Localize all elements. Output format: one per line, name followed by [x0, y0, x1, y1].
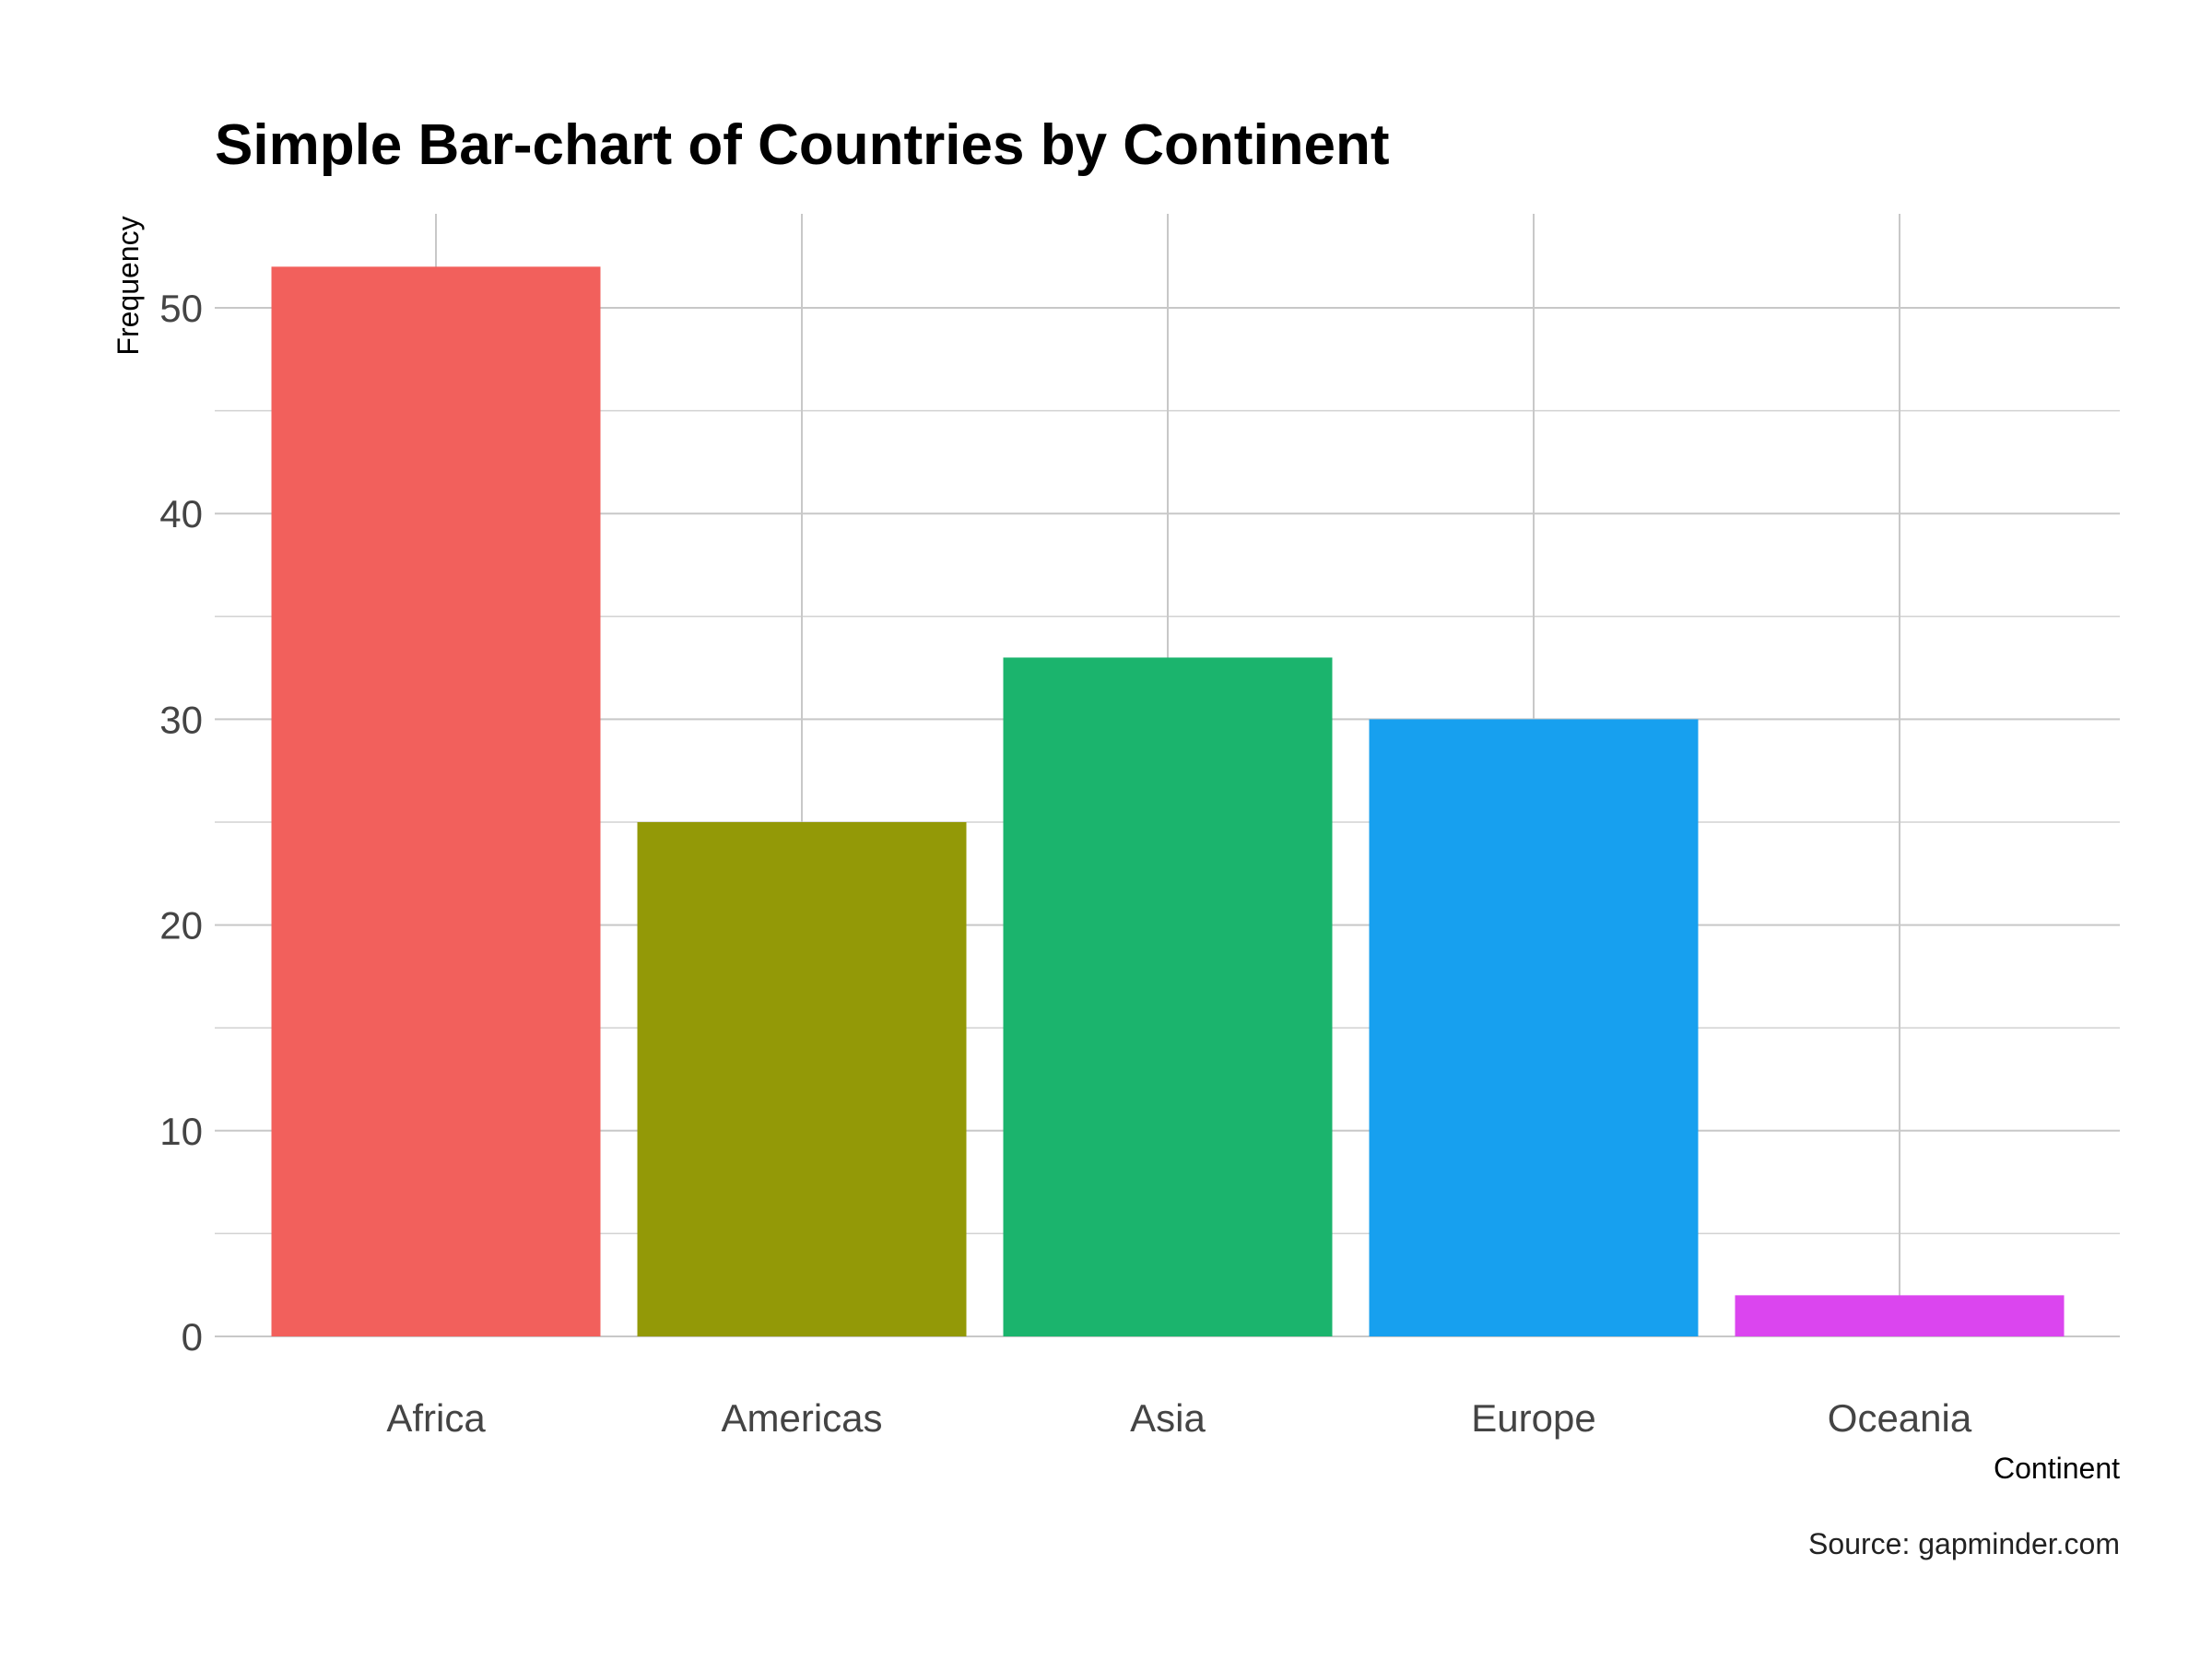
x-tick-label: Europe [1471, 1396, 1595, 1440]
x-tick-label: Africa [386, 1396, 486, 1440]
x-tick-label: Asia [1130, 1396, 1206, 1440]
x-axis-title: Continent [1994, 1452, 2120, 1485]
y-tick-label: 30 [159, 698, 203, 741]
y-tick-label: 40 [159, 492, 203, 535]
bar-asia [1003, 657, 1333, 1336]
source-caption: Source: gapminder.com [1808, 1527, 2120, 1560]
bar-americas [637, 822, 967, 1336]
x-tick-label: Oceania [1828, 1396, 1972, 1440]
bar-europe [1369, 719, 1699, 1336]
y-axis-title: Frequency [112, 216, 145, 355]
x-tick-label: Americas [721, 1396, 882, 1440]
x-axis-tick-labels: Africa Americas Asia Europe Oceania [386, 1396, 1972, 1440]
y-tick-label: 50 [159, 287, 203, 330]
bars-layer [271, 266, 2065, 1336]
y-axis-tick-labels: 0 10 20 30 40 50 [159, 287, 203, 1359]
y-tick-label: 0 [182, 1315, 203, 1359]
y-tick-label: 10 [159, 1110, 203, 1153]
chart-title: Simple Bar-chart of Countries by Contine… [215, 113, 1390, 177]
y-tick-label: 20 [159, 904, 203, 947]
bar-africa [271, 266, 601, 1336]
bar-oceania [1735, 1295, 2065, 1336]
